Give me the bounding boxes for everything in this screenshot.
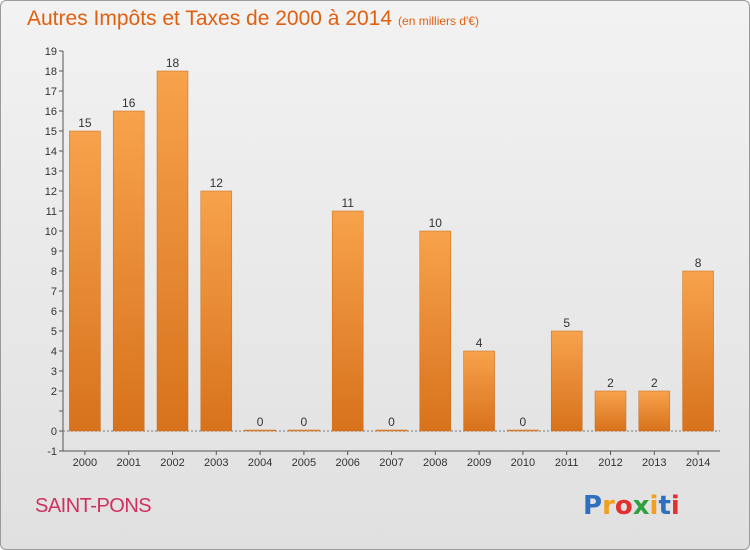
- y-tick-label: 11: [46, 206, 57, 218]
- y-tick-label: 18: [45, 66, 57, 78]
- chart-title: Autres Impôts et Taxes de 2000 à 2014 (en…: [27, 7, 479, 31]
- x-tick-label: 2001: [116, 457, 140, 469]
- y-tick-label: 16: [45, 106, 57, 118]
- bar-2009: [463, 350, 495, 432]
- bar-2002: [156, 70, 189, 432]
- x-tick-label: 2014: [686, 457, 710, 469]
- value-label: 0: [520, 415, 527, 429]
- logo-letter: i: [649, 491, 659, 521]
- value-label: 16: [122, 96, 136, 110]
- proxiti-logo: Proxiti: [583, 491, 680, 521]
- value-label: 8: [695, 256, 702, 270]
- logo-letter: x: [632, 491, 650, 521]
- y-tick-label: 6: [51, 306, 57, 318]
- bar-2008: [419, 230, 452, 432]
- chart-bars: [69, 70, 714, 432]
- value-label: 2: [607, 376, 614, 390]
- x-tick-label: 2002: [160, 457, 184, 469]
- bar-2007: [375, 429, 408, 432]
- y-tick-label: 0: [51, 426, 57, 438]
- logo-letter: i: [670, 491, 680, 521]
- x-tick-label: 2007: [379, 457, 403, 469]
- bar-2014: [682, 270, 714, 432]
- value-label: 11: [341, 196, 354, 210]
- y-tick-label: -1: [47, 446, 57, 458]
- bar-2004: [244, 429, 276, 432]
- y-tick-label: 9: [51, 246, 57, 258]
- x-tick-label: 2011: [555, 457, 579, 469]
- value-label: 4: [476, 336, 483, 350]
- y-tick-label: 8: [51, 266, 57, 278]
- x-tick-label: 2000: [73, 457, 97, 469]
- y-tick-label: 14: [45, 146, 57, 158]
- logo-letter: r: [602, 491, 615, 521]
- x-tick-label: 2013: [642, 457, 666, 469]
- y-tick-label: 5: [51, 326, 57, 338]
- bar-2010: [507, 429, 539, 432]
- y-tick-label: 12: [45, 186, 57, 198]
- x-tick-label: 2010: [511, 457, 535, 469]
- bar-2006: [331, 210, 364, 432]
- chart-title-text: Autres Impôts et Taxes de 2000 à 2014: [27, 7, 393, 30]
- value-label: 18: [166, 56, 180, 70]
- logo-letter: t: [658, 491, 671, 521]
- x-tick-label: 2003: [204, 457, 228, 469]
- x-tick-label: 2006: [335, 457, 359, 469]
- bar-2012: [594, 390, 627, 432]
- bar-2005: [288, 429, 320, 432]
- value-label: 0: [388, 415, 395, 429]
- x-tick-label: 2012: [598, 457, 622, 469]
- value-label: 0: [301, 415, 308, 429]
- y-tick-label: 2: [51, 386, 57, 398]
- x-tick-label: 2009: [467, 457, 491, 469]
- bar-2013: [638, 390, 671, 432]
- place-name: SAINT-PONS: [35, 495, 152, 517]
- y-tick-label: 7: [51, 286, 57, 298]
- bar-2001: [112, 110, 145, 432]
- logo-letter: o: [614, 491, 633, 521]
- bar-2011: [550, 330, 583, 432]
- logo-letter: P: [583, 491, 603, 521]
- x-tick-label: 2004: [248, 457, 272, 469]
- y-tick-label: 4: [51, 346, 57, 358]
- y-tick-label: 13: [45, 166, 57, 178]
- bar-2000: [69, 130, 101, 432]
- value-label: 5: [563, 316, 570, 330]
- y-tick-label: 10: [45, 226, 57, 238]
- y-tick-label: 17: [45, 86, 57, 98]
- x-tick-label: 2005: [292, 457, 316, 469]
- value-label: 2: [651, 376, 658, 390]
- chart-labels: 2000152001162002182003122004020050200611…: [73, 56, 711, 469]
- x-tick-label: 2008: [423, 457, 447, 469]
- value-label: 12: [210, 176, 224, 190]
- value-label: 10: [429, 216, 443, 230]
- y-tick-label: 19: [45, 46, 57, 58]
- y-tick-label: 3: [51, 366, 57, 378]
- value-label: 15: [78, 116, 92, 130]
- value-label: 0: [257, 415, 264, 429]
- y-tick-label: 15: [45, 126, 57, 138]
- bar-2003: [200, 190, 233, 432]
- chart-unit: (en milliers d'€): [398, 14, 480, 28]
